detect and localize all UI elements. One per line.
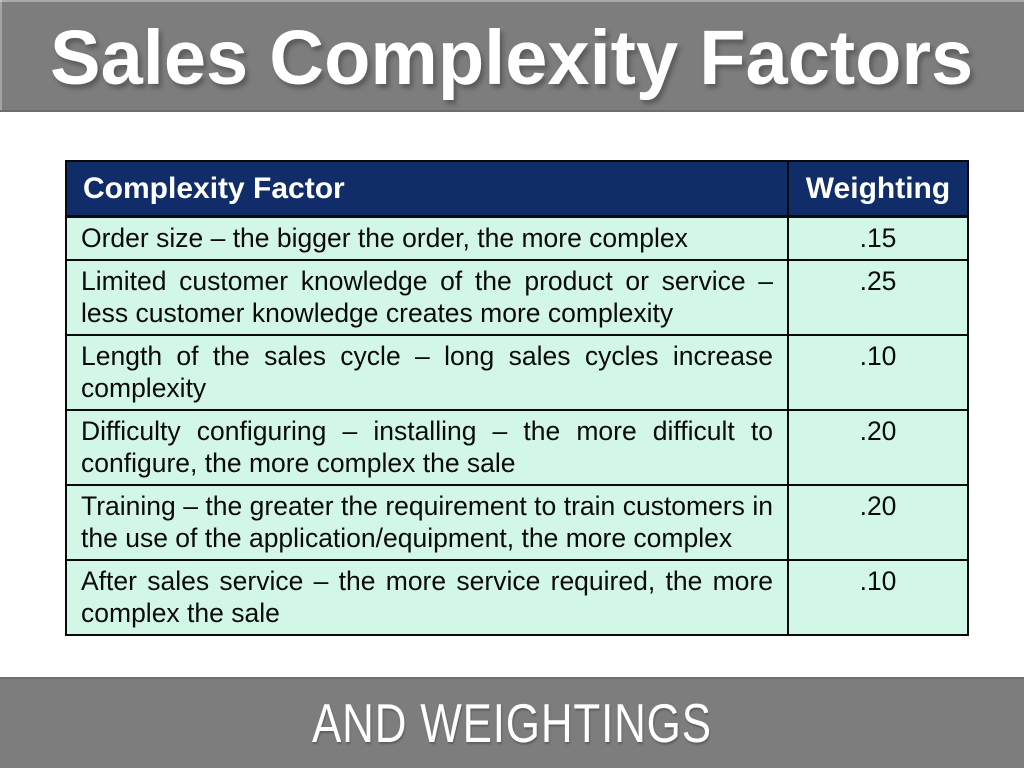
weighting-cell: .20 xyxy=(787,409,969,486)
table-row: Order size – the bigger the order, the m… xyxy=(65,215,969,261)
factor-cell: Length of the sales cycle – long sales c… xyxy=(65,334,789,411)
slide-footer-text: AND WEIGHTINGS xyxy=(312,692,712,754)
table-row: After sales service – the more service r… xyxy=(65,559,969,636)
footer-banner: AND WEIGHTINGS xyxy=(0,677,1024,768)
weighting-cell: .15 xyxy=(787,215,969,261)
complexity-factors-table: Complexity Factor Weighting Order size –… xyxy=(65,160,969,636)
table-row: Length of the sales cycle – long sales c… xyxy=(65,334,969,411)
factor-cell: After sales service – the more service r… xyxy=(65,559,789,636)
header-complexity-factor: Complexity Factor xyxy=(65,160,789,218)
table-row: Limited customer knowledge of the produc… xyxy=(65,259,969,336)
slide-title: Sales Complexity Factors xyxy=(50,14,974,101)
title-banner: Sales Complexity Factors xyxy=(0,0,1024,112)
table-row: Training – the greater the requirement t… xyxy=(65,484,969,561)
header-weighting: Weighting xyxy=(787,160,969,218)
weighting-cell: .20 xyxy=(787,484,969,561)
weighting-cell: .10 xyxy=(787,334,969,411)
weighting-cell: .25 xyxy=(787,259,969,336)
factor-cell: Limited customer knowledge of the produc… xyxy=(65,259,789,336)
factor-cell: Training – the greater the requirement t… xyxy=(65,484,789,561)
table-row: Difficulty configuring – installing – th… xyxy=(65,409,969,486)
factor-cell: Order size – the bigger the order, the m… xyxy=(65,215,789,261)
weighting-cell: .10 xyxy=(787,559,969,636)
factor-cell: Difficulty configuring – installing – th… xyxy=(65,409,789,486)
table-header-row: Complexity Factor Weighting xyxy=(65,160,969,218)
